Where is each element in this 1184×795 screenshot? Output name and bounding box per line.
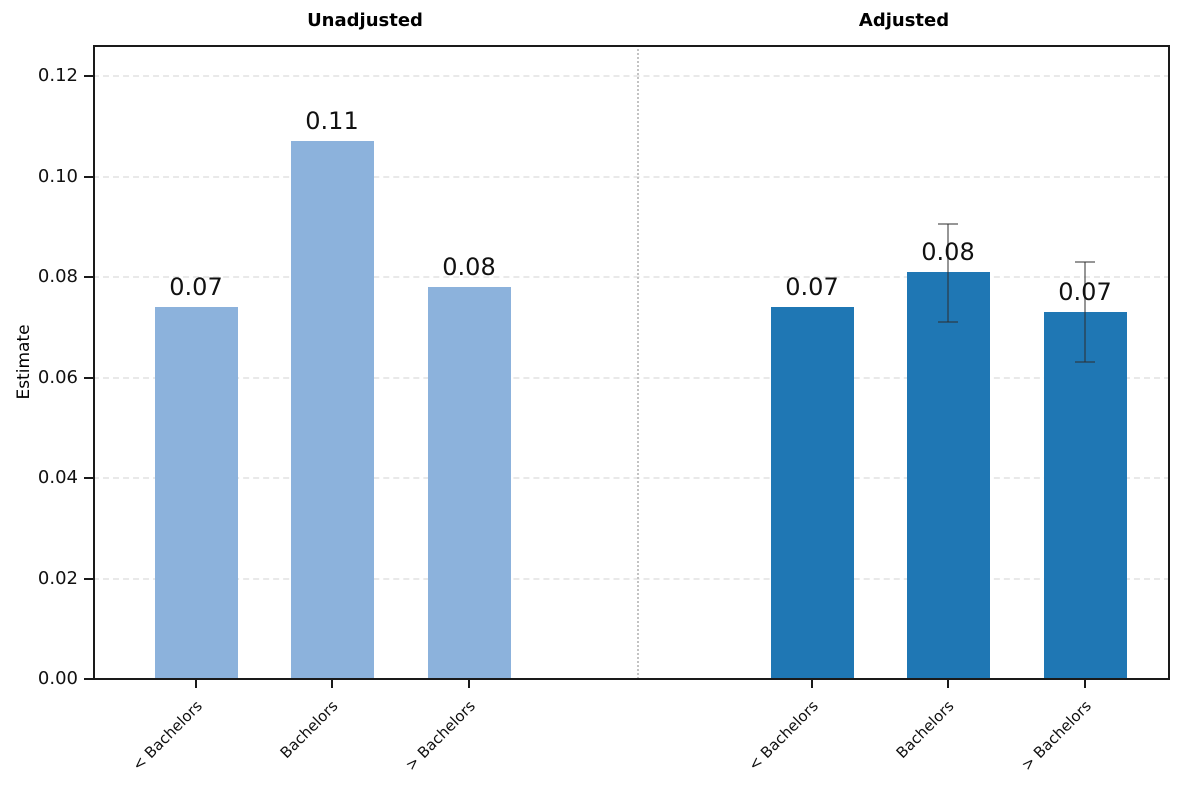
error-bar-line bbox=[1084, 261, 1086, 363]
y-tick-mark bbox=[84, 276, 93, 278]
y-tick-label: 0.08 bbox=[37, 266, 78, 287]
bar-value-label: 0.08 bbox=[921, 237, 975, 266]
error-bar-line bbox=[947, 224, 949, 323]
bar-adjusted-2 bbox=[906, 271, 990, 679]
gridline bbox=[93, 276, 1170, 278]
error-bar-cap-bottom bbox=[938, 321, 958, 324]
x-tick-label: Bachelors bbox=[276, 697, 342, 762]
y-tick-label: 0.06 bbox=[37, 366, 78, 388]
bar-adjusted-3 bbox=[1043, 312, 1127, 679]
x-tick-label: < Bachelors bbox=[128, 697, 206, 775]
x-tick-mark bbox=[195, 679, 197, 688]
bar-adjusted-1 bbox=[770, 307, 854, 679]
y-axis-label: Estimate bbox=[14, 324, 34, 400]
bar-unadjusted-1 bbox=[154, 307, 238, 679]
x-tick-mark bbox=[1084, 679, 1086, 688]
panel-separator bbox=[637, 45, 639, 679]
y-tick-label: 0.10 bbox=[37, 165, 78, 187]
y-tick-mark bbox=[84, 477, 93, 479]
gridline bbox=[93, 577, 1170, 580]
bar-unadjusted-2 bbox=[290, 141, 374, 679]
panel-title-adjusted: Adjusted bbox=[858, 10, 950, 31]
y-tick-mark bbox=[84, 75, 93, 77]
gridline bbox=[93, 477, 1170, 479]
y-tick-mark bbox=[84, 376, 93, 379]
x-tick-label: < Bachelors bbox=[744, 697, 822, 775]
bar-value-label: 0.11 bbox=[305, 107, 359, 136]
gridline bbox=[93, 75, 1170, 77]
y-tick-mark bbox=[84, 577, 93, 580]
error-bar-cap-top bbox=[938, 223, 958, 226]
y-tick-mark bbox=[84, 175, 93, 178]
gridline bbox=[93, 175, 1170, 178]
y-tick-label: 0.02 bbox=[37, 567, 78, 589]
x-tick-mark bbox=[331, 679, 333, 688]
x-tick-label: > Bachelors bbox=[401, 697, 479, 775]
error-bar-cap-top bbox=[1075, 260, 1095, 263]
y-tick-label: 0.00 bbox=[37, 668, 78, 689]
x-tick-label: > Bachelors bbox=[1017, 697, 1095, 775]
x-tick-mark bbox=[468, 679, 470, 688]
panel-title-unadjusted: Unadjusted bbox=[307, 10, 423, 31]
bar-value-label: 0.07 bbox=[785, 273, 839, 302]
y-tick-label: 0.12 bbox=[37, 65, 78, 86]
y-tick-mark bbox=[84, 678, 93, 680]
x-tick-mark bbox=[811, 679, 813, 688]
bar-value-label: 0.07 bbox=[169, 273, 223, 302]
y-tick-label: 0.04 bbox=[37, 467, 78, 488]
bar-value-label: 0.08 bbox=[442, 253, 496, 282]
gridline bbox=[93, 376, 1170, 379]
bar-value-label: 0.07 bbox=[1058, 278, 1112, 307]
error-bar-cap-bottom bbox=[1075, 361, 1095, 364]
x-tick-mark bbox=[947, 679, 949, 688]
x-tick-label: Bachelors bbox=[892, 697, 958, 762]
bar-unadjusted-3 bbox=[427, 287, 511, 679]
plot-frame bbox=[93, 45, 1170, 680]
